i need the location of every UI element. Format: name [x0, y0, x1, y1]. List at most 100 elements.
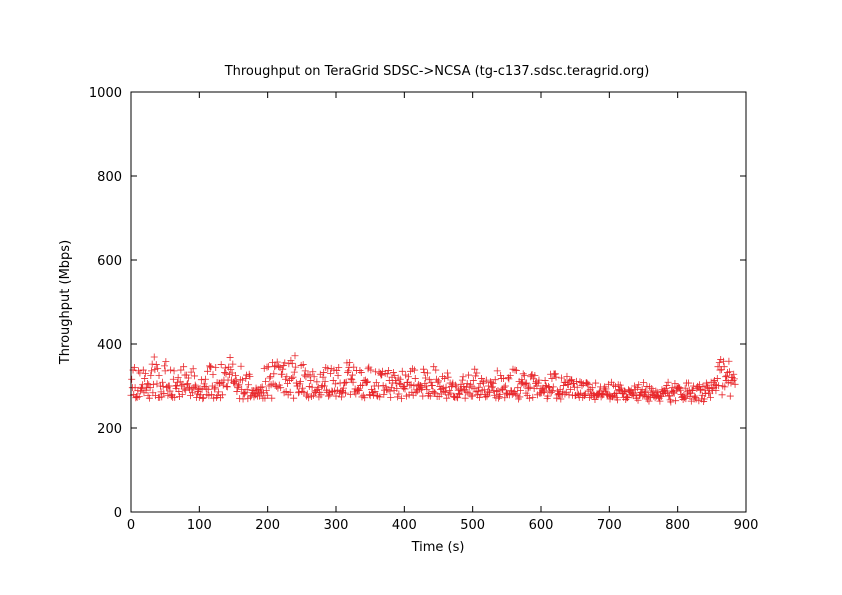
data-point: [387, 384, 395, 392]
data-point: [444, 373, 452, 381]
data-point: [460, 382, 468, 390]
data-point: [699, 382, 707, 390]
data-point: [287, 356, 295, 364]
data-point: [511, 366, 519, 374]
data-point: [361, 394, 369, 402]
data-point: [138, 385, 146, 393]
data-point: [645, 397, 653, 405]
data-point: [561, 390, 569, 398]
data-point: [430, 389, 438, 397]
data-point: [716, 366, 724, 374]
data-point: [370, 391, 378, 399]
data-point: [221, 364, 229, 372]
data-point: [383, 370, 391, 378]
data-point: [622, 393, 630, 401]
data-point: [640, 379, 647, 387]
data-point: [580, 391, 588, 399]
data-point: [482, 376, 490, 384]
data-point: [505, 375, 513, 383]
data-point: [335, 364, 343, 372]
data-point: [164, 391, 172, 399]
data-point: [611, 382, 619, 390]
data-point: [484, 382, 492, 390]
data-point: [245, 381, 253, 389]
data-point: [513, 391, 521, 399]
data-point: [236, 395, 244, 403]
data-point: [486, 388, 494, 396]
data-point: [322, 364, 330, 372]
data-point: [404, 373, 412, 381]
data-point: [386, 387, 394, 395]
data-point: [667, 398, 675, 406]
data-point: [160, 362, 168, 370]
data-point: [242, 371, 250, 379]
data-point: [540, 388, 548, 396]
data-point: [145, 394, 153, 402]
data-point: [340, 379, 348, 387]
x-tick-label: 900: [734, 518, 759, 533]
data-point: [342, 389, 350, 397]
x-tick: 800: [665, 92, 690, 533]
data-point: [327, 369, 335, 377]
data-point: [313, 378, 321, 386]
data-point: [725, 357, 733, 365]
data-point: [324, 365, 332, 373]
data-point: [367, 366, 375, 374]
data-point: [554, 391, 562, 399]
data-point: [657, 391, 665, 399]
data-point: [256, 388, 264, 396]
data-point: [258, 383, 266, 391]
data-point: [289, 373, 297, 381]
data-point: [412, 389, 420, 397]
data-point: [305, 382, 313, 390]
data-point: [480, 379, 488, 387]
data-point: [523, 379, 531, 387]
data-point: [388, 373, 396, 381]
data-point: [264, 363, 272, 371]
data-point: [715, 358, 723, 366]
data-point: [290, 394, 298, 402]
data-point: [292, 363, 300, 371]
data-point: [303, 390, 311, 398]
data-point: [296, 377, 304, 385]
data-point: [422, 382, 430, 390]
data-point: [148, 360, 156, 368]
data-point: [208, 390, 216, 398]
data-point: [686, 393, 694, 400]
data-point: [166, 387, 174, 395]
data-point: [469, 377, 477, 385]
y-axis-label: Throughput (Mbps): [58, 240, 73, 365]
data-point: [288, 374, 296, 382]
data-point: [423, 385, 431, 393]
data-point: [263, 363, 271, 371]
data-point: [161, 367, 169, 375]
data-point: [406, 381, 414, 389]
data-point: [641, 388, 649, 396]
data-point: [706, 393, 714, 401]
data-point: [150, 380, 158, 388]
data-point: [141, 369, 149, 377]
data-point: [715, 382, 723, 390]
data-point: [533, 382, 541, 390]
data-point: [344, 369, 352, 377]
data-point: [691, 392, 699, 400]
data-point: [439, 384, 447, 392]
data-point: [300, 388, 308, 396]
data-point: [310, 373, 318, 381]
data-point: [573, 377, 581, 385]
data-point: [179, 380, 187, 388]
data-point: [262, 387, 270, 395]
data-point: [162, 358, 170, 366]
data-point: [292, 379, 300, 387]
data-point: [362, 378, 370, 386]
data-point: [546, 387, 554, 395]
data-point: [499, 374, 507, 382]
data-point: [620, 387, 628, 395]
data-point: [396, 379, 404, 387]
data-point: [135, 393, 143, 400]
data-point: [246, 372, 254, 380]
data-point: [159, 382, 167, 390]
data-point: [309, 368, 317, 376]
data-point: [152, 361, 160, 369]
data-point: [357, 369, 365, 377]
